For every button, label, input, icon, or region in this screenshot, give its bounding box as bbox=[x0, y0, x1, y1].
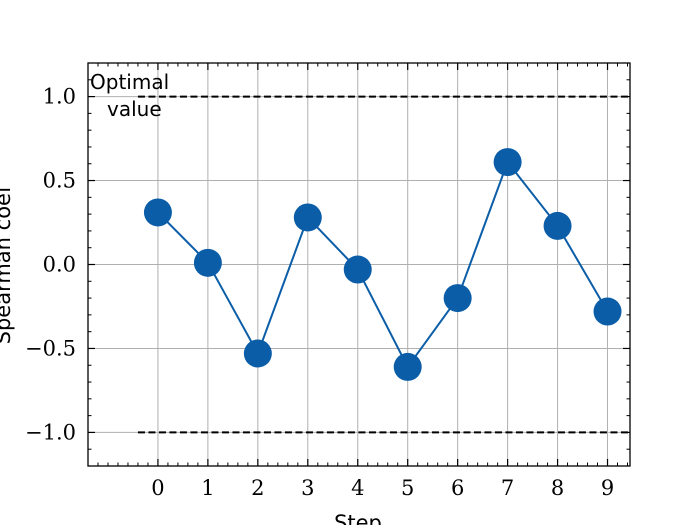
x-tick-label: 5 bbox=[401, 476, 414, 500]
x-tick-label: 0 bbox=[151, 476, 164, 500]
y-axis-label: Spearman coef bbox=[0, 185, 15, 344]
data-point bbox=[243, 339, 272, 368]
data-point bbox=[493, 148, 522, 177]
y-tick-label: 0.0 bbox=[43, 253, 76, 277]
tick-labels: 0 1 2 3 4 5 6 7 8 9 1.0 0.5 0.0 −0.5 −1.0 bbox=[25, 85, 614, 500]
x-tick-label: 9 bbox=[601, 476, 614, 500]
x-axis-label: Step bbox=[334, 511, 382, 525]
x-tick-label: 1 bbox=[201, 476, 214, 500]
data-point bbox=[393, 352, 422, 381]
data-point bbox=[593, 297, 622, 326]
x-tick-label: 7 bbox=[501, 476, 514, 500]
reference-lines bbox=[137, 95, 630, 434]
axis-ticks bbox=[87, 62, 630, 467]
x-tick-label: 6 bbox=[451, 476, 464, 500]
data-point bbox=[293, 203, 322, 232]
series-group bbox=[143, 148, 622, 381]
x-tick-label: 8 bbox=[551, 476, 564, 500]
y-tick-label: −0.5 bbox=[25, 336, 76, 360]
annotation-line-1: Optimal bbox=[90, 70, 169, 94]
data-point bbox=[193, 248, 222, 277]
x-tick-label: 4 bbox=[351, 476, 364, 500]
x-tick-label: 2 bbox=[251, 476, 264, 500]
data-point bbox=[143, 198, 172, 227]
data-point bbox=[343, 255, 372, 284]
x-tick-label: 3 bbox=[301, 476, 314, 500]
series-line bbox=[157, 160, 609, 369]
y-tick-label: 0.5 bbox=[43, 169, 76, 193]
y-tick-label: 1.0 bbox=[43, 85, 76, 109]
data-point bbox=[543, 211, 572, 240]
annotation-line-2: value bbox=[107, 97, 162, 121]
data-point bbox=[443, 284, 472, 313]
y-tick-label: −1.0 bbox=[25, 420, 76, 444]
